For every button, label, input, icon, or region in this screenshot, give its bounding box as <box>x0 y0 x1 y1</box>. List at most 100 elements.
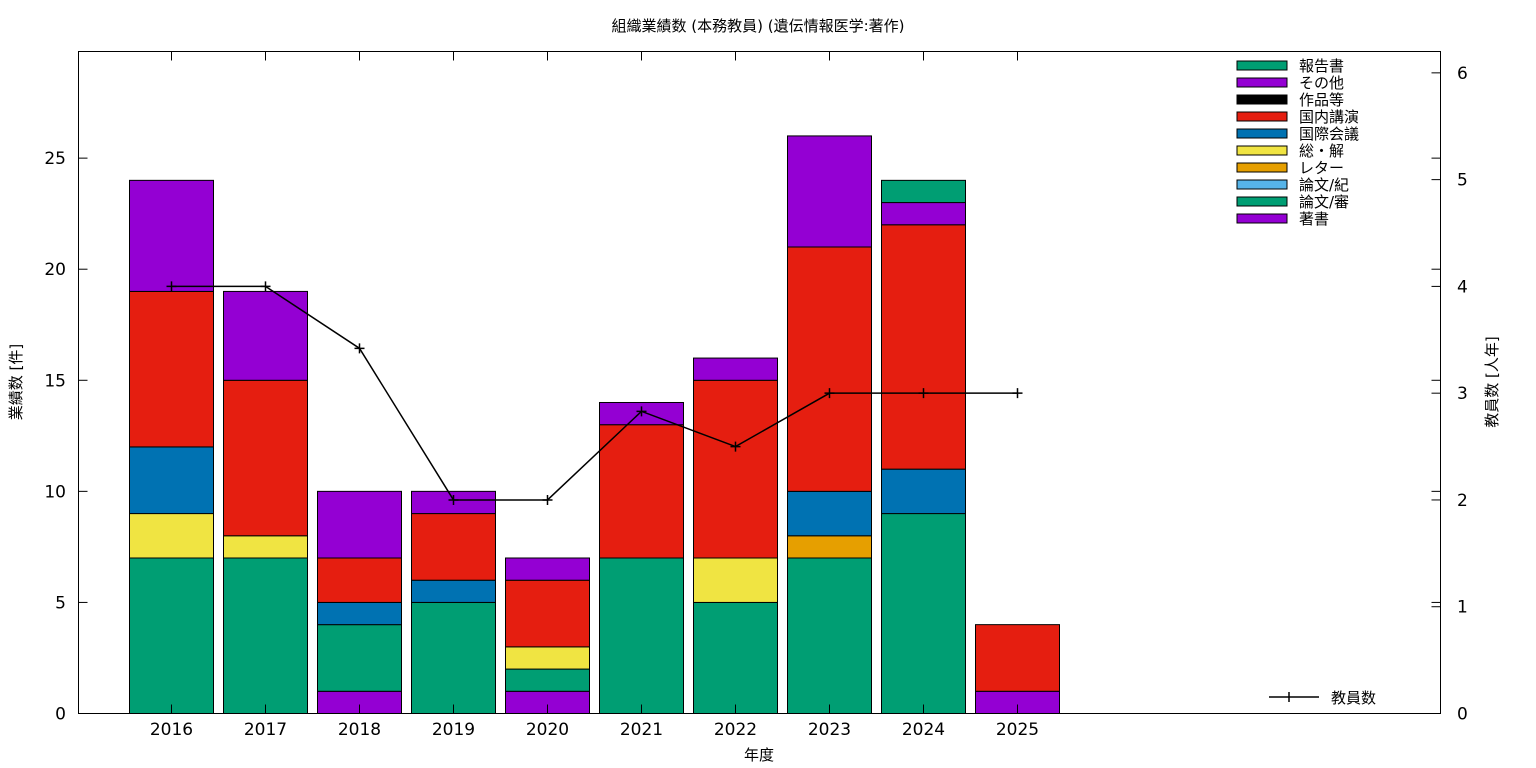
legend-swatch <box>1236 213 1288 224</box>
y2-tick-label: 3 <box>1457 384 1468 404</box>
y2-tick-label: 1 <box>1457 598 1468 618</box>
legend-label: レター <box>1299 159 1344 177</box>
y-tick-label: 15 <box>44 371 66 391</box>
legend-label: 著書 <box>1299 210 1329 228</box>
bar-segment-2017-8 <box>223 290 308 381</box>
y2-axis: 0 1 2 3 4 5 6 <box>1431 64 1468 725</box>
line-series-path <box>171 285 1018 501</box>
line-point <box>1012 388 1023 399</box>
bar-segment-2023-3 <box>787 535 872 559</box>
y2-tick-label: 0 <box>1457 705 1468 725</box>
bar-segment-2018-6 <box>317 557 402 603</box>
bar-segment-2018-8 <box>317 490 402 559</box>
x-tick-label: 2022 <box>714 720 757 740</box>
bar-segment-2025-6 <box>975 624 1060 692</box>
legend-label: 論文/紀 <box>1299 176 1349 194</box>
bar-segment-2017-1 <box>223 557 308 714</box>
line-point <box>166 281 177 292</box>
legend-swatch <box>1236 162 1288 173</box>
bar-segment-2017-6 <box>223 379 308 537</box>
y-axis-title: 業績数 [件] <box>7 344 25 420</box>
bar-segment-2016-1 <box>129 557 214 714</box>
y2-axis-title: 教員数 [人年] <box>1483 336 1501 427</box>
x-tick-label: 2018 <box>338 720 381 740</box>
line-point <box>636 406 647 417</box>
bars-group <box>129 135 1060 715</box>
bar-segment-2020-8 <box>505 557 590 581</box>
legend-swatch <box>1236 196 1288 207</box>
bar-segment-2019-1 <box>411 601 496 714</box>
line-point <box>260 281 271 292</box>
bar-segment-2016-5 <box>129 446 214 515</box>
legend-label: その他 <box>1299 74 1344 92</box>
legend-swatch <box>1236 60 1288 71</box>
legend-label-line: 教員数 <box>1331 689 1376 707</box>
legend-label: 作品等 <box>1299 91 1344 109</box>
legend-label: 論文/審 <box>1299 193 1349 211</box>
y-tick-label: 10 <box>44 482 66 502</box>
y-tick-label: 20 <box>44 260 66 280</box>
legend-swatch <box>1236 128 1288 139</box>
line-point <box>542 494 553 505</box>
bar-segment-2020-1 <box>505 668 590 692</box>
line-point <box>824 388 835 399</box>
chart-title: 組織業績数 (本務教員) (遺伝情報医学:著作) <box>612 17 905 35</box>
bar-segment-2023-6 <box>787 246 872 492</box>
x-axis: 2016 2017 2018 2019 2020 2021 2022 2023 2024 2025 <box>150 51 1039 740</box>
y-tick-label: 25 <box>44 149 66 169</box>
bar-segment-2022-6 <box>693 379 778 559</box>
line-series-group <box>166 281 1023 505</box>
x-tick-label: 2023 <box>808 720 851 740</box>
bar-segment-2020-6 <box>505 579 590 648</box>
x-tick-label: 2025 <box>996 720 1039 740</box>
legend-label: 国際会議 <box>1299 125 1359 143</box>
legend-label: 報告書 <box>1299 57 1344 75</box>
legend-swatch <box>1236 145 1288 156</box>
line-point <box>918 388 929 399</box>
x-tick-label: 2024 <box>902 720 945 740</box>
bar-segment-2022-8 <box>693 357 778 381</box>
bar-segment-2022-4 <box>693 557 778 603</box>
bar-segment-2016-4 <box>129 513 214 559</box>
bar-segment-2022-1 <box>693 601 778 714</box>
bar-segment-2019-6 <box>411 513 496 581</box>
bar-segment-2024-9 <box>881 179 966 204</box>
bar-segment-2016-8 <box>129 179 214 292</box>
bar-segment-2023-1 <box>787 557 872 714</box>
y-tick-label: 5 <box>55 593 66 613</box>
bar-segment-2024-6 <box>881 224 966 470</box>
legend-swatch <box>1236 179 1288 190</box>
legend-swatch <box>1236 94 1288 105</box>
line-point <box>448 494 459 505</box>
x-tick-label: 2021 <box>620 720 663 740</box>
bar-segment-2016-6 <box>129 290 214 448</box>
legend-swatch <box>1236 111 1288 122</box>
bar-segment-2024-1 <box>881 513 966 715</box>
legend-swatch <box>1236 77 1288 88</box>
x-axis-title: 年度 <box>744 746 774 764</box>
x-tick-label: 2019 <box>432 720 475 740</box>
legend-label: 総・解 <box>1299 142 1344 160</box>
y-axis: 0 5 10 15 20 25 <box>44 149 1441 725</box>
y2-tick-label: 4 <box>1457 277 1468 297</box>
bar-segment-2019-5 <box>411 579 496 603</box>
bar-segment-2021-6 <box>599 424 684 559</box>
x-tick-label: 2016 <box>150 720 193 740</box>
y2-tick-label: 6 <box>1457 64 1468 84</box>
bar-segment-2023-5 <box>787 490 872 537</box>
bar-segment-2023-8 <box>787 135 872 248</box>
line-point <box>730 441 741 452</box>
legend-label: 国内講演 <box>1299 108 1359 126</box>
bar-segment-2024-8 <box>881 202 966 226</box>
bar-segment-2018-1 <box>317 624 402 692</box>
x-tick-label: 2020 <box>526 720 569 740</box>
y2-tick-label: 5 <box>1457 171 1468 191</box>
bar-segment-2017-4 <box>223 535 308 559</box>
line-point <box>354 343 365 354</box>
y-tick-label: 0 <box>55 705 66 725</box>
bar-segment-2020-4 <box>505 646 590 670</box>
bar-segment-2021-1 <box>599 557 684 714</box>
y2-tick-label: 2 <box>1457 491 1468 511</box>
